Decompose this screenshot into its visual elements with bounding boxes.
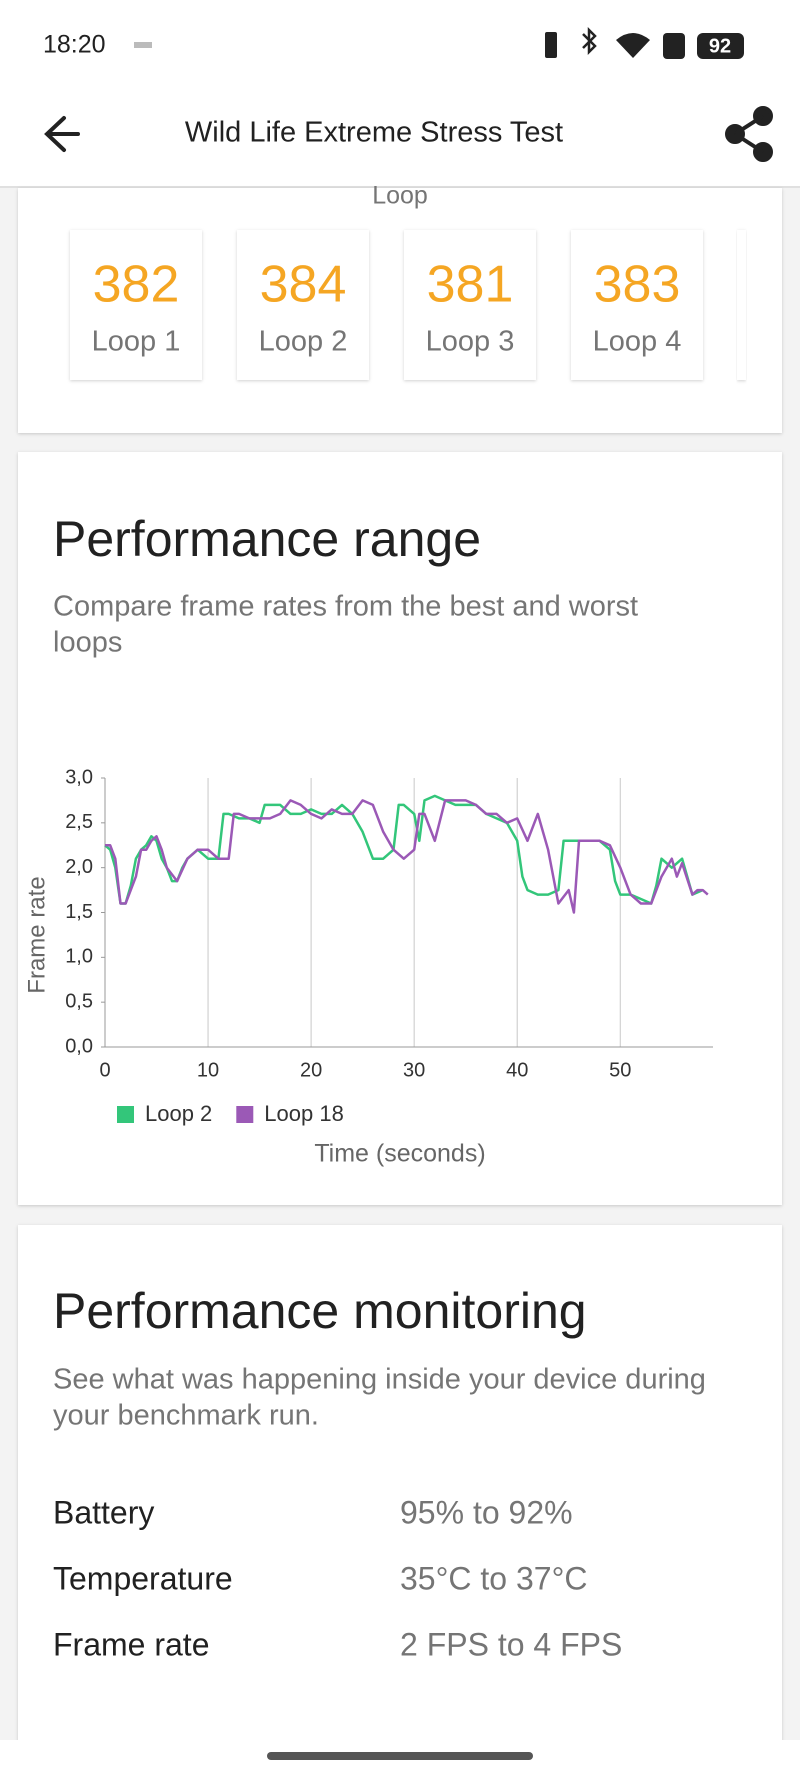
loop-label: Loop 3 xyxy=(426,326,515,358)
monitoring-card xyxy=(18,1225,782,1745)
loop-label: Loop 1 xyxy=(92,326,181,358)
loop-card xyxy=(404,230,536,380)
loop-score: 383 xyxy=(594,256,681,314)
legend-label: Loop 18 xyxy=(264,1101,344,1126)
loop-score: 382 xyxy=(93,256,180,314)
loop-score: 384 xyxy=(260,256,347,314)
monitoring-title: Performance monitoring xyxy=(53,1283,587,1339)
x-tick-label: 40 xyxy=(506,1059,528,1081)
row-label: Frame rate xyxy=(53,1626,209,1662)
x-axis-label: Time (seconds) xyxy=(314,1140,485,1168)
top-area xyxy=(0,0,800,188)
range-subtitle: loops xyxy=(53,627,122,659)
app-bar-divider xyxy=(0,186,800,188)
loops-label: Loop xyxy=(372,182,428,210)
vibrate-icon xyxy=(545,32,557,58)
x-tick-label: 10 xyxy=(197,1059,219,1081)
y-axis-label: Frame rate xyxy=(23,876,50,993)
series-line xyxy=(105,799,709,914)
loop-card xyxy=(237,230,369,380)
y-tick-label: 1,5 xyxy=(65,901,93,923)
loop-card-partial xyxy=(737,230,746,380)
x-tick-label: 50 xyxy=(609,1059,631,1081)
loop-label: Loop 2 xyxy=(259,326,348,358)
y-tick-label: 0,5 xyxy=(65,990,93,1012)
loop-card xyxy=(70,230,202,380)
y-tick-label: 2,5 xyxy=(65,811,93,833)
x-tick-label: 0 xyxy=(99,1059,110,1081)
status-time: 18:20 xyxy=(43,31,106,59)
status-icon xyxy=(134,42,152,48)
row-value: 95% to 92% xyxy=(400,1494,573,1530)
range-card xyxy=(18,452,782,1205)
monitoring-rows: Battery 95% to 92% Temperature 35°C to 37°C… xyxy=(53,1494,622,1662)
loops-row: 382 Loop 1 384 Loop 2 381 Loop 3 383 Loop 4 xyxy=(70,230,703,380)
battery-icon xyxy=(697,33,744,59)
x-tick-label: 30 xyxy=(403,1059,425,1081)
y-tick-label: 2,0 xyxy=(65,856,93,878)
y-tick-label: 0,0 xyxy=(65,1035,93,1057)
sim-icon xyxy=(663,33,685,59)
loop-score: 381 xyxy=(427,256,514,314)
legend-label: Loop 2 xyxy=(145,1101,212,1126)
range-title: Performance range xyxy=(53,511,481,567)
monitoring-subtitle: See what was happening inside your devic… xyxy=(53,1364,706,1396)
legend-swatch xyxy=(236,1106,254,1123)
battery-level: 92 xyxy=(709,35,731,57)
row-label: Battery xyxy=(53,1494,154,1530)
monitoring-subtitle: your benchmark run. xyxy=(53,1400,319,1432)
y-tick-label: 3,0 xyxy=(65,766,93,788)
loop-card xyxy=(571,230,703,380)
row-label: Temperature xyxy=(53,1560,233,1596)
share-button[interactable] xyxy=(725,106,773,162)
legend-swatch xyxy=(117,1106,134,1123)
wifi-icon xyxy=(616,33,650,58)
range-subtitle: Compare frame rates from the best and wo… xyxy=(53,591,638,623)
row-value: 2 FPS to 4 FPS xyxy=(400,1626,622,1662)
home-indicator[interactable] xyxy=(267,1752,533,1760)
app-bar-title: Wild Life Extreme Stress Test xyxy=(185,117,563,149)
back-button[interactable] xyxy=(44,116,80,152)
row-value: 35°C to 37°C xyxy=(400,1560,587,1596)
chart: 0,0 0,5 1,0 1,5 2,0 2,5 3,0 0 10 20 30 40 50 Loop 2 Lo… xyxy=(23,766,713,1168)
x-tick-label: 20 xyxy=(300,1059,322,1081)
bluetooth-icon xyxy=(582,26,597,56)
loop-label: Loop 4 xyxy=(593,326,682,358)
y-tick-label: 1,0 xyxy=(65,946,93,968)
